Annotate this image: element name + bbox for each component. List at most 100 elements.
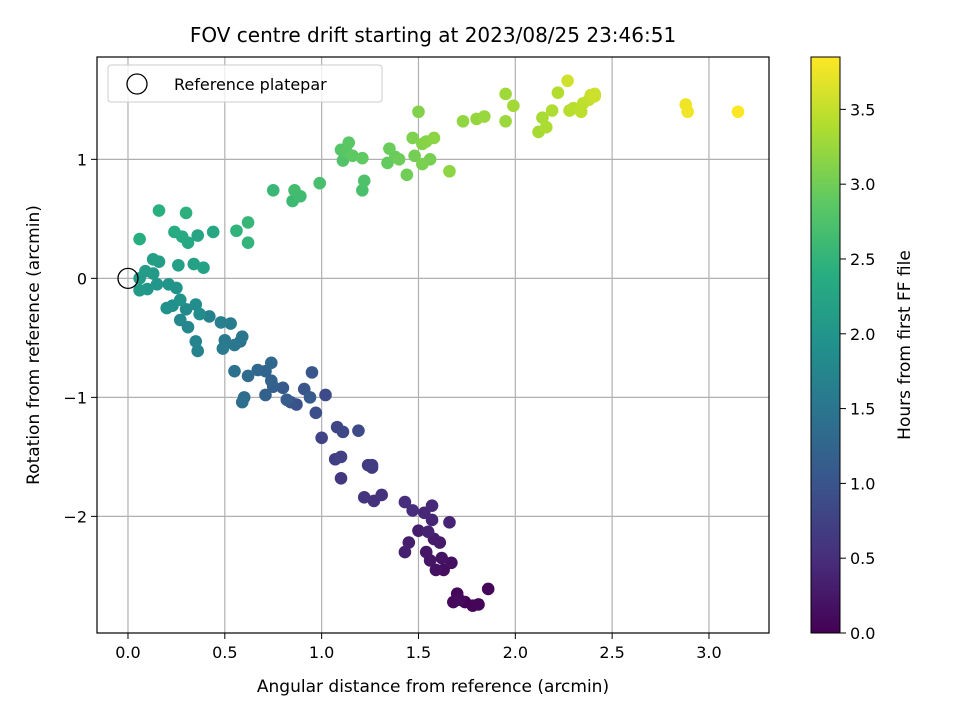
data-point	[276, 381, 290, 395]
data-point	[435, 551, 449, 565]
data-point	[375, 488, 388, 502]
x-tick-label: 1.5	[406, 643, 431, 662]
data-point	[319, 388, 332, 402]
x-axis-ticks: 0.0 0.5 1.0 1.5 2.0 2.5 3.0	[115, 633, 722, 662]
data-point	[146, 253, 160, 266]
x-tick-label: 0.0	[115, 643, 140, 662]
data-point	[179, 302, 193, 316]
data-point	[365, 458, 379, 472]
legend-label: Reference platepar	[174, 75, 327, 94]
data-point	[334, 450, 348, 464]
data-point	[731, 105, 745, 119]
data-point	[412, 524, 425, 537]
colorbar-gradient	[810, 56, 841, 634]
data-point	[545, 104, 559, 117]
data-point	[193, 307, 206, 321]
data-point	[539, 120, 553, 134]
x-tick-label: 3.0	[696, 643, 721, 662]
data-point	[313, 176, 327, 190]
colorbar-tick-label: 3.5	[850, 100, 875, 119]
data-point	[168, 225, 181, 239]
data-point	[425, 499, 439, 512]
data-point	[352, 424, 365, 437]
data-point	[452, 593, 466, 606]
data-point	[398, 495, 412, 509]
data-point	[356, 151, 369, 165]
data-point	[334, 471, 348, 485]
data-point	[241, 236, 255, 249]
data-point	[172, 258, 185, 272]
data-point	[419, 545, 433, 559]
colorbar: 0.0 0.5 1.0 1.5 2.0 2.5 3.0 3.5 Hours from firs…	[810, 56, 915, 643]
data-point	[357, 491, 371, 504]
data-point	[173, 293, 187, 307]
legend-marker-open-circle	[126, 73, 148, 95]
x-tick-label: 2.5	[599, 643, 624, 662]
data-point	[187, 257, 201, 271]
colorbar-tick-label: 3.0	[850, 175, 875, 194]
data-point	[499, 114, 512, 128]
data-point	[266, 183, 280, 197]
data-point	[206, 225, 220, 239]
data-point	[264, 374, 278, 388]
data-point	[203, 310, 216, 323]
colorbar-tick-label: 0.0	[850, 624, 875, 643]
data-point	[406, 504, 419, 517]
data-point	[235, 395, 249, 409]
data-point	[214, 316, 228, 329]
data-point	[305, 366, 319, 379]
data-point	[416, 157, 429, 171]
y-tick-label: 0	[77, 269, 87, 288]
data-point	[251, 363, 265, 377]
data-point	[309, 406, 323, 420]
data-point	[402, 536, 416, 549]
data-point	[392, 153, 406, 166]
data-point	[429, 563, 443, 577]
data-point	[398, 545, 412, 559]
plot-frame	[96, 56, 770, 634]
data-point	[456, 114, 470, 128]
data-point	[561, 74, 574, 88]
data-point	[191, 344, 205, 358]
data-point	[152, 204, 166, 217]
colorbar-tick-label: 1.0	[850, 474, 875, 493]
x-tick-label: 1.0	[309, 643, 334, 662]
data-point	[507, 99, 520, 113]
data-point	[499, 87, 512, 101]
x-tick-label: 2.0	[503, 643, 528, 662]
data-point	[315, 431, 328, 445]
data-point	[197, 261, 210, 274]
y-tick-label: 1	[77, 150, 87, 169]
data-point	[259, 388, 272, 402]
data-points	[117, 74, 745, 612]
data-point	[412, 105, 425, 119]
data-point	[478, 110, 491, 123]
data-point	[191, 229, 205, 242]
gridlines	[97, 57, 769, 633]
data-point	[264, 356, 278, 370]
data-point	[241, 216, 255, 229]
colorbar-tick-label: 2.0	[850, 325, 875, 344]
x-tick-label: 0.5	[212, 643, 237, 662]
colorbar-tick-label: 2.5	[850, 250, 875, 269]
data-point	[179, 206, 193, 220]
colorbar-label: Hours from first FF file	[895, 250, 915, 440]
data-point	[445, 556, 458, 570]
data-point	[230, 224, 243, 238]
data-point	[408, 149, 421, 163]
data-point	[443, 164, 456, 178]
data-point	[133, 232, 146, 246]
reference-platepar-marker	[117, 267, 139, 290]
data-point	[288, 183, 301, 197]
y-axis-ticks: −2 −1 0 1	[63, 150, 97, 526]
data-point	[346, 149, 359, 163]
data-point	[356, 183, 369, 197]
data-point	[427, 131, 441, 145]
legend: Reference platepar	[107, 64, 383, 103]
data-point	[357, 174, 371, 188]
data-point	[551, 86, 565, 100]
chart-title: FOV centre drift starting at 2023/08/25 …	[190, 23, 676, 47]
data-point	[481, 582, 495, 596]
data-point	[342, 136, 356, 149]
